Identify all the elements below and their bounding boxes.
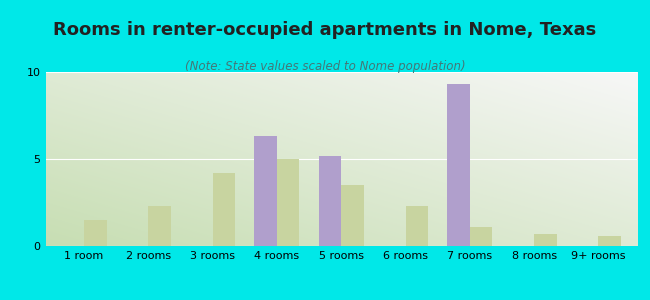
Text: (Note: State values scaled to Nome population): (Note: State values scaled to Nome popul… (185, 60, 465, 73)
Bar (318, 155, 341, 246)
Bar (470, 227, 492, 246)
Text: Rooms in renter-occupied apartments in Nome, Texas: Rooms in renter-occupied apartments in N… (53, 21, 597, 39)
Bar (447, 84, 470, 246)
Bar (406, 206, 428, 246)
Bar (599, 236, 621, 246)
Bar (84, 220, 107, 246)
Bar (277, 159, 300, 246)
Bar (254, 136, 277, 246)
Bar (148, 206, 171, 246)
Bar (213, 173, 235, 246)
Bar (534, 234, 556, 246)
Bar (341, 185, 364, 246)
